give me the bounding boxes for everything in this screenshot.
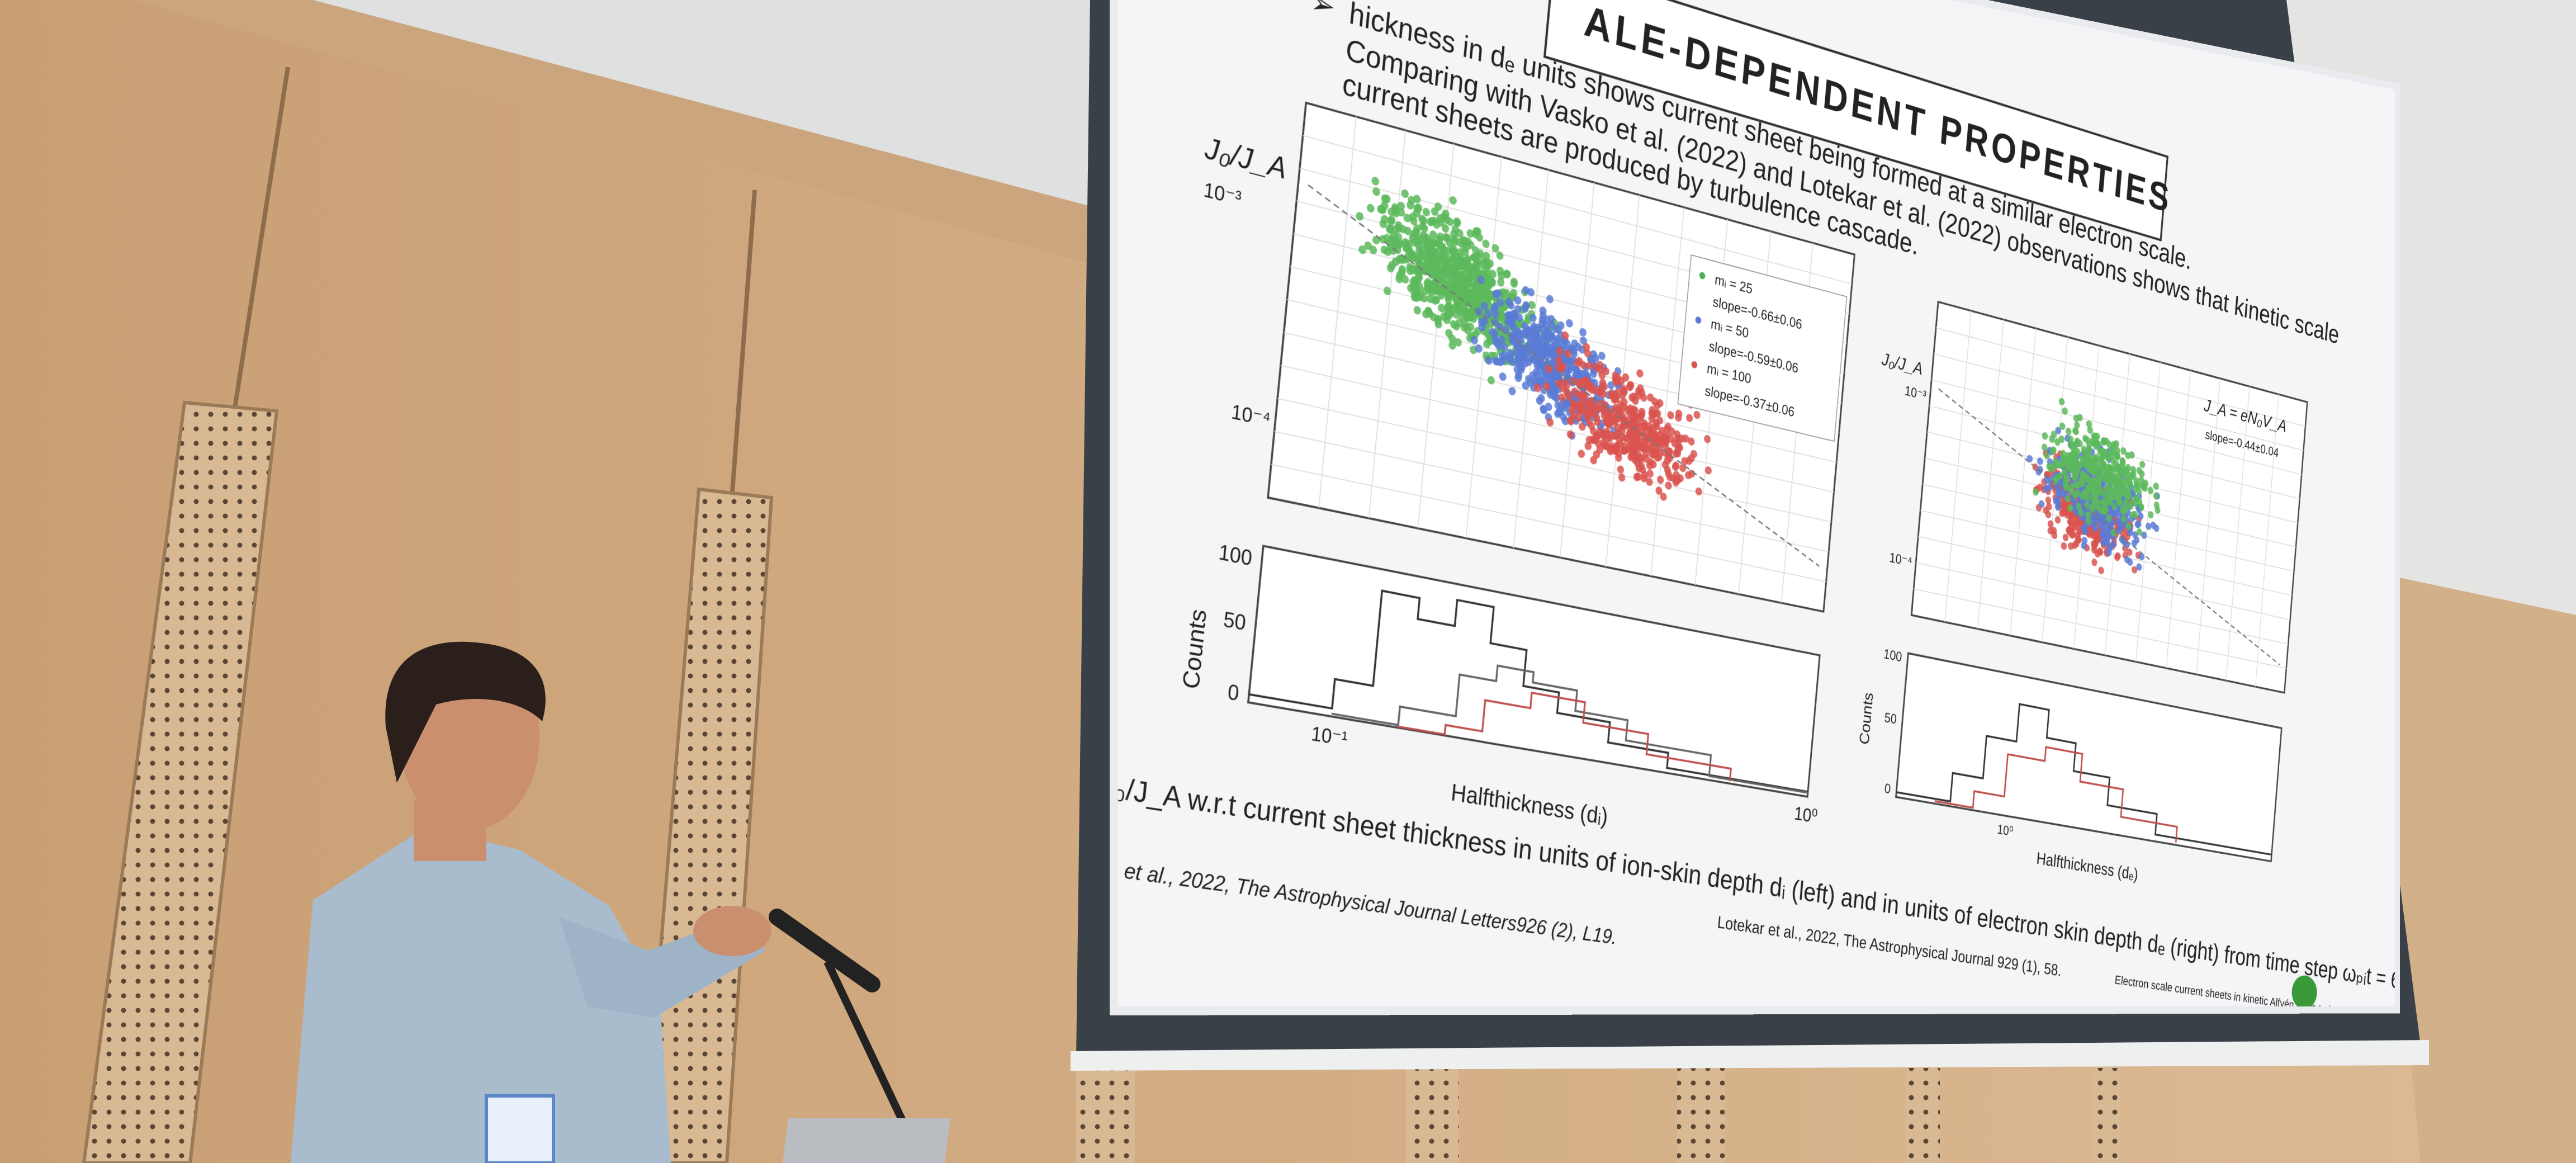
screen-lip (1071, 1040, 2429, 1071)
y-tick-label: 0 (1884, 780, 1891, 796)
histogram-frame (1896, 653, 2281, 861)
hand (693, 906, 771, 956)
x-tick-label: 10⁰ (1997, 821, 2014, 839)
microphone (769, 909, 880, 992)
plot-frame (1268, 103, 1854, 612)
panel-seam (730, 190, 757, 493)
y-tick-label: 0 (1227, 680, 1240, 706)
x-tick-label: 10⁰ (1793, 802, 1819, 827)
perforated-panel (1677, 1068, 1725, 1163)
perforated-panel (1906, 1068, 1940, 1163)
y-tick-label: 100 (1883, 646, 1902, 665)
plot-frame (1911, 302, 2307, 693)
panel-seam (233, 67, 290, 409)
hair (385, 641, 546, 783)
shirt (291, 828, 671, 1163)
y-tick-label: 50 (1884, 710, 1897, 727)
title-box (1545, 0, 2167, 240)
perforated-panel (82, 400, 279, 1163)
laptop (783, 1118, 950, 1163)
slide: ALE-DEPENDENT PROPERTIES ➢ hickness in d… (1118, 0, 2395, 1006)
molding (131, 0, 1118, 271)
right-wall-lower (2365, 570, 2576, 1163)
y-tick-label: 50 (1223, 607, 1247, 635)
name-badge (485, 1094, 555, 1163)
perforated-panel (2094, 1068, 2122, 1163)
perforated-panel (1406, 1068, 1459, 1163)
perforated-panel (1076, 1068, 1135, 1163)
slide-content: ALE-DEPENDENT PROPERTIES ➢ hickness in d… (1118, 0, 2395, 1006)
